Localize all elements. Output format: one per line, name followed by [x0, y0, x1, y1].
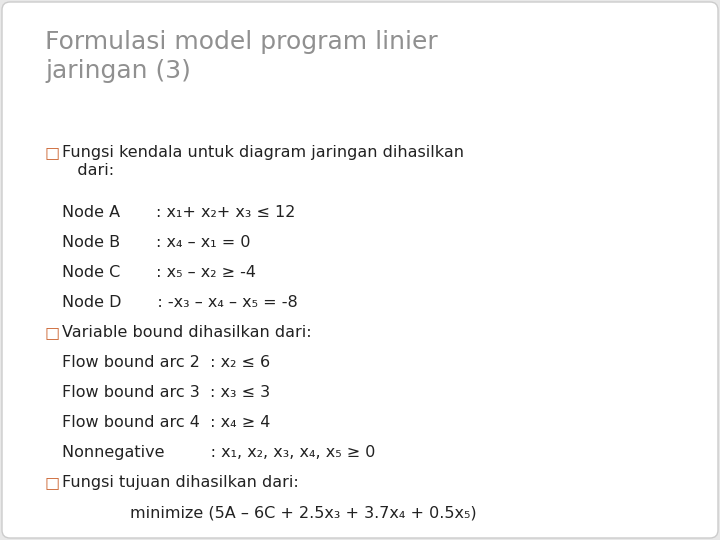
Text: Formulasi model program linier
jaringan (3): Formulasi model program linier jaringan …: [45, 30, 438, 83]
Text: Node B       : x₄ – x₁ = 0: Node B : x₄ – x₁ = 0: [62, 235, 251, 250]
Text: minimize (5A – 6C + 2.5x₃ + 3.7x₄ + 0.5x₅): minimize (5A – 6C + 2.5x₃ + 3.7x₄ + 0.5x…: [130, 505, 477, 520]
Text: Node A       : x₁+ x₂+ x₃ ≤ 12: Node A : x₁+ x₂+ x₃ ≤ 12: [62, 205, 295, 220]
Text: Nonnegative         : x₁, x₂, x₃, x₄, x₅ ≥ 0: Nonnegative : x₁, x₂, x₃, x₄, x₅ ≥ 0: [62, 445, 375, 460]
Text: Flow bound arc 3  : x₃ ≤ 3: Flow bound arc 3 : x₃ ≤ 3: [62, 385, 270, 400]
Text: □: □: [45, 325, 60, 340]
Text: Node C       : x₅ – x₂ ≥ -4: Node C : x₅ – x₂ ≥ -4: [62, 265, 256, 280]
Text: Fungsi tujuan dihasilkan dari:: Fungsi tujuan dihasilkan dari:: [62, 475, 299, 490]
Text: Flow bound arc 2  : x₂ ≤ 6: Flow bound arc 2 : x₂ ≤ 6: [62, 355, 270, 370]
Text: Variable bound dihasilkan dari:: Variable bound dihasilkan dari:: [62, 325, 312, 340]
Text: □: □: [45, 475, 60, 490]
Text: □: □: [45, 145, 60, 160]
Text: Flow bound arc 4  : x₄ ≥ 4: Flow bound arc 4 : x₄ ≥ 4: [62, 415, 271, 430]
Text: Fungsi kendala untuk diagram jaringan dihasilkan
   dari:: Fungsi kendala untuk diagram jaringan di…: [62, 145, 464, 178]
Text: Node D       : -x₃ – x₄ – x₅ = -8: Node D : -x₃ – x₄ – x₅ = -8: [62, 295, 298, 310]
